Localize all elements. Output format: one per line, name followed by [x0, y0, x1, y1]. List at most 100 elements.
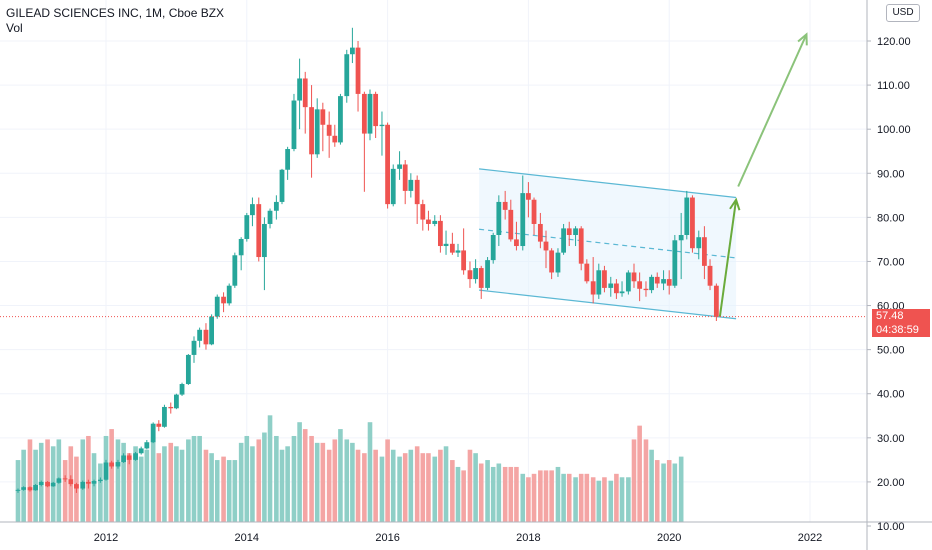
volume-bar — [285, 446, 290, 522]
volume-bar — [221, 456, 226, 522]
candle-body — [520, 193, 526, 247]
candle-body — [27, 487, 33, 491]
volume-bar — [203, 449, 209, 522]
volume-bar — [538, 470, 543, 522]
volume-bar — [45, 439, 50, 522]
candle-body — [373, 93, 379, 127]
candle-body — [191, 340, 197, 355]
last-price-tag: 57.48 — [872, 309, 930, 323]
candle-body — [696, 237, 702, 249]
volume-bar — [27, 439, 33, 522]
candle-body — [408, 179, 414, 191]
candle-body — [238, 238, 244, 256]
candle-body — [631, 272, 637, 282]
price-tick-label: 90.00 — [877, 168, 905, 180]
volume-bar — [191, 435, 197, 522]
volume-bar — [467, 449, 473, 522]
candle-body — [267, 210, 273, 224]
volume-bar — [508, 466, 514, 522]
candle-body — [162, 406, 167, 427]
candle-body — [654, 276, 660, 284]
candle-body — [126, 455, 132, 460]
volume-bar — [614, 473, 619, 522]
candle-body — [279, 169, 285, 202]
channel-lower-line — [479, 289, 737, 320]
candle-body — [15, 489, 21, 491]
price-tick-label: 100.00 — [877, 124, 911, 136]
candle-body — [543, 241, 549, 251]
candle-body — [80, 481, 86, 489]
candle-body — [256, 204, 262, 258]
price-tick-label: 50.00 — [877, 345, 905, 357]
candle-body — [449, 243, 455, 253]
time-tick-label: 2016 — [375, 532, 399, 544]
candle-body — [473, 268, 478, 280]
volume-bar — [602, 477, 607, 522]
time-tick-label: 2018 — [516, 532, 540, 544]
candle-body — [573, 228, 578, 235]
candle-body — [455, 250, 461, 253]
volume-bar — [626, 477, 631, 522]
volume-bar — [332, 439, 338, 522]
volume-bar — [573, 477, 578, 522]
volume-bar — [520, 473, 526, 522]
projection-arrow-line — [718, 199, 738, 317]
price-axis[interactable]: 10.0020.0030.0040.0050.0060.0070.0080.00… — [867, 36, 911, 533]
time-tick-label: 2012 — [94, 532, 118, 544]
candle-body — [584, 263, 590, 282]
candle-body — [702, 237, 707, 266]
candle-body — [320, 109, 326, 125]
candle-body — [209, 316, 214, 345]
volume-bars — [15, 415, 684, 522]
volume-bar — [232, 460, 238, 522]
candle-body — [302, 78, 308, 108]
candle-body — [150, 423, 156, 443]
candle-body — [537, 223, 543, 242]
candle-body — [672, 240, 678, 286]
candle-body — [326, 124, 332, 136]
candle-body — [361, 93, 367, 134]
volume-bar — [186, 439, 191, 522]
candle-body — [38, 481, 44, 485]
candle-body — [432, 220, 438, 224]
volume-bar — [279, 449, 285, 522]
time-tick-label: 2020 — [657, 532, 681, 544]
projection-arrow-head — [797, 32, 808, 46]
volume-bar — [179, 449, 185, 522]
price-tick-label: 30.00 — [877, 433, 905, 445]
volume-bar — [566, 473, 572, 522]
candle-body — [179, 384, 185, 395]
candle-body — [250, 204, 255, 216]
volume-bar — [432, 456, 438, 522]
volume-bar — [174, 446, 179, 522]
candle-body — [203, 329, 209, 345]
candle-body — [244, 215, 250, 239]
candle-body — [138, 448, 144, 454]
volume-bar — [302, 429, 308, 522]
candle-body — [86, 481, 91, 484]
candle-body — [614, 283, 619, 294]
candle-body — [115, 462, 121, 467]
volume-bar — [478, 463, 484, 522]
volume-bar — [297, 422, 302, 522]
candle-body — [74, 484, 79, 489]
volume-bar — [98, 463, 103, 522]
currency-button[interactable]: USD — [886, 4, 920, 22]
candle-body — [637, 281, 643, 289]
candle-body — [214, 296, 220, 317]
volume-bar — [666, 460, 672, 522]
candle-body — [121, 455, 126, 463]
candle-body — [103, 462, 109, 480]
time-axis[interactable]: 2012 2014 2016 2018 2020 2022 — [94, 532, 822, 544]
candle-body — [485, 260, 490, 288]
candle-body — [355, 47, 361, 94]
volume-bar — [590, 477, 596, 522]
volume-bar — [485, 460, 490, 522]
volume-label: Vol — [6, 21, 23, 35]
candle-body — [578, 228, 584, 264]
symbol-title[interactable]: GILEAD SCIENCES INC, 1M, Cboe BZX — [6, 6, 225, 20]
price-tick-label: 110.00 — [877, 80, 910, 92]
volume-bar — [244, 435, 250, 522]
candle-body — [526, 193, 531, 200]
